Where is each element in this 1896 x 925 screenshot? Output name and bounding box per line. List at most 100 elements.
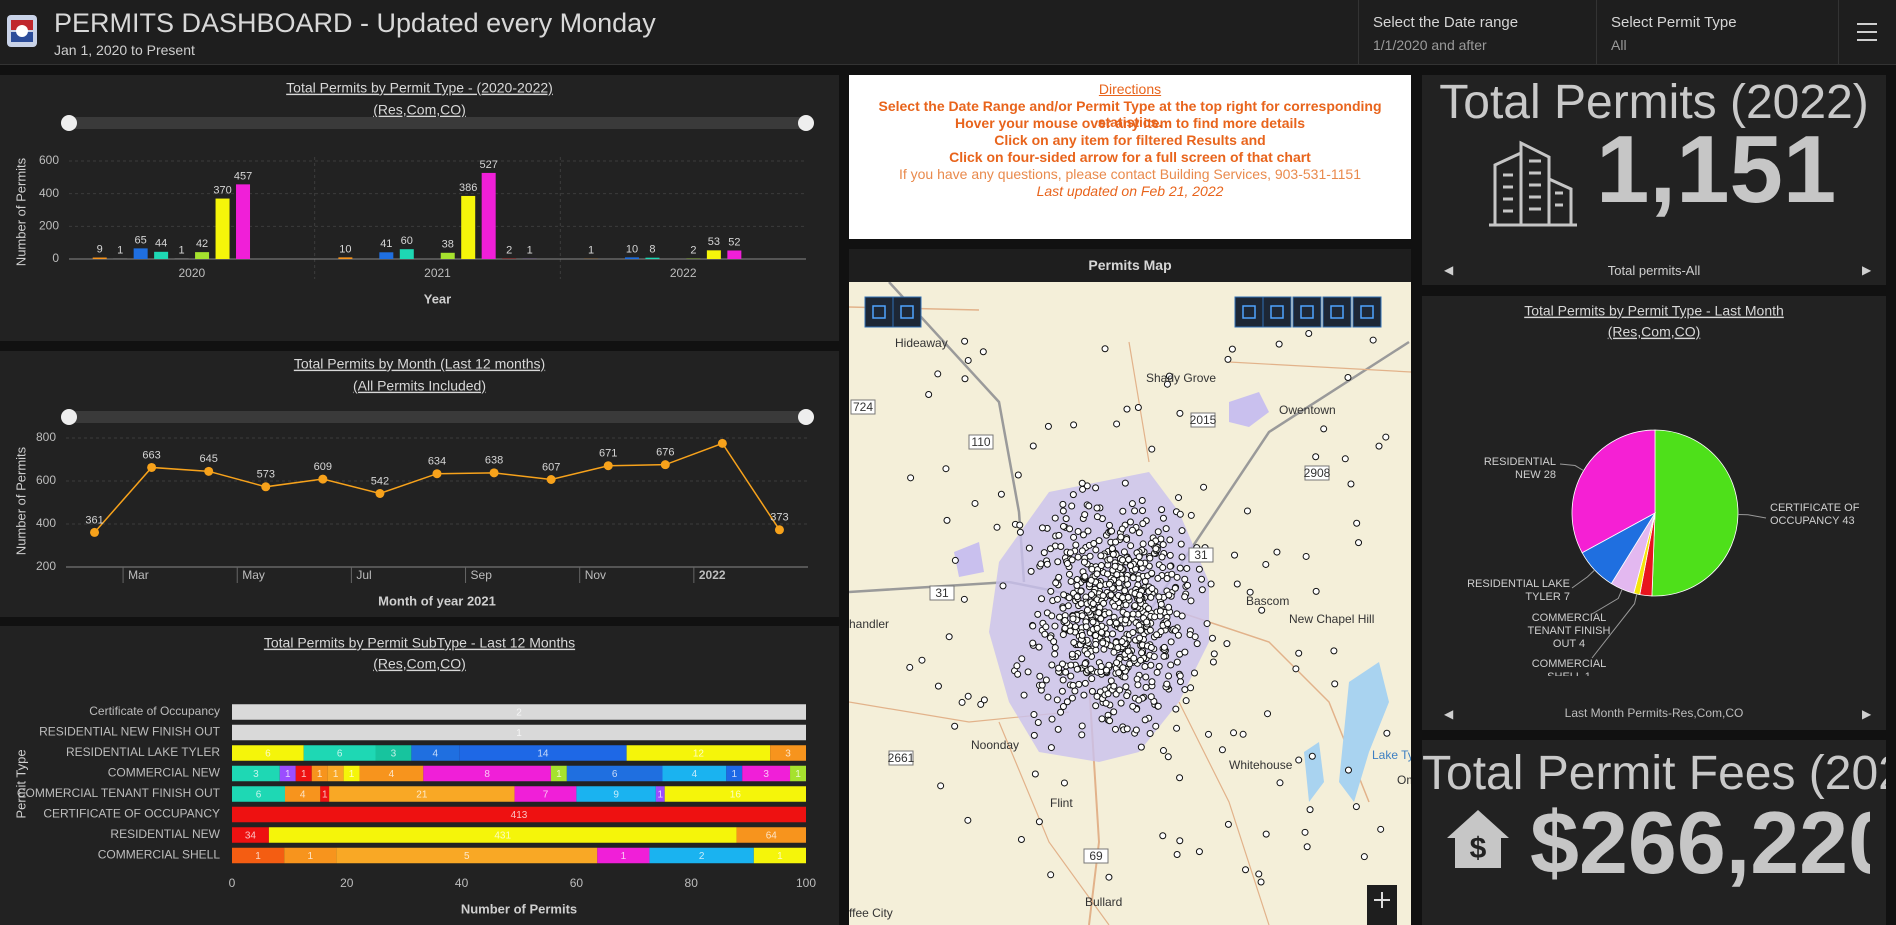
permit-point[interactable] [1176,564,1184,572]
permit-point[interactable] [1104,690,1112,698]
permit-point[interactable] [1077,600,1085,608]
bar-segment[interactable] [770,745,806,761]
permit-point[interactable] [1125,555,1133,563]
permit-point[interactable] [1058,687,1066,695]
permit-point[interactable] [1312,453,1320,461]
permit-point[interactable] [1382,433,1390,441]
point[interactable] [432,469,442,479]
permit-point[interactable] [1218,746,1226,754]
permit-point[interactable] [1262,560,1270,568]
permit-point[interactable] [1173,573,1181,581]
permit-point[interactable] [1073,665,1081,673]
permit-point[interactable] [1083,650,1091,658]
permit-point[interactable] [1020,691,1028,699]
permit-point[interactable] [1146,554,1154,562]
permit-point[interactable] [1131,602,1139,610]
permit-point[interactable] [1107,591,1115,599]
permit-point[interactable] [1124,647,1132,655]
permit-point[interactable] [1141,716,1149,724]
bar[interactable] [727,250,742,259]
permit-point[interactable] [1262,830,1270,838]
permit-point[interactable] [1081,660,1089,668]
permit-point[interactable] [1112,619,1120,627]
permit-point[interactable] [1144,605,1152,613]
permit-point[interactable] [1159,564,1167,572]
bar[interactable] [440,252,455,259]
permit-point[interactable] [1073,593,1081,601]
bar[interactable] [645,257,660,259]
permit-point[interactable] [945,633,953,641]
permit-point[interactable] [1078,612,1086,620]
permit-point[interactable] [1029,442,1037,450]
bar-segment[interactable] [232,724,806,741]
permit-point[interactable] [1113,659,1121,667]
permit-point[interactable] [1187,597,1195,605]
point[interactable] [660,460,670,470]
permit-point[interactable] [1046,545,1054,553]
bar-segment[interactable] [359,765,424,782]
permit-point[interactable] [1097,562,1105,570]
type-filter[interactable]: Select Permit Type All [1596,0,1838,64]
permit-point[interactable] [925,391,933,399]
permit-point[interactable] [1153,631,1161,639]
permit-point[interactable] [1375,442,1383,450]
point[interactable] [603,461,613,471]
permit-point[interactable] [1163,380,1171,388]
permit-point[interactable] [1187,511,1195,519]
bar-segment[interactable] [320,786,330,802]
permit-point[interactable] [1112,538,1120,546]
permit-point[interactable] [1111,602,1119,610]
bar-segment[interactable] [375,745,412,761]
permit-point[interactable] [993,523,1001,531]
permit-point[interactable] [1347,480,1355,488]
permit-point[interactable] [1078,722,1086,730]
permit-point[interactable] [1085,502,1093,510]
permit-point[interactable] [1038,524,1046,532]
permit-point[interactable] [1158,553,1166,561]
permit-point[interactable] [1152,722,1160,730]
permit-point[interactable] [1100,599,1108,607]
bar-segment[interactable] [726,765,743,782]
permit-point[interactable] [1301,828,1309,836]
bar-segment[interactable] [626,745,771,761]
permit-point[interactable] [1176,774,1184,782]
permit-point[interactable] [1166,536,1174,544]
map-tool-button[interactable] [892,296,922,328]
permit-point[interactable] [1017,835,1025,843]
permit-point[interactable] [1081,679,1089,687]
permit-point[interactable] [1067,577,1075,585]
permit-point[interactable] [1111,562,1119,570]
permit-point[interactable] [1119,507,1127,515]
permit-point[interactable] [1138,496,1146,504]
permit-point[interactable] [964,816,972,824]
permit-point[interactable] [1052,579,1060,587]
bar-segment[interactable] [268,827,737,843]
permit-point[interactable] [1224,355,1232,363]
permit-point[interactable] [1099,639,1107,647]
permit-point[interactable] [934,682,942,690]
permit-point[interactable] [1146,730,1154,738]
permit-point[interactable] [1264,710,1272,718]
permit-point[interactable] [1160,643,1168,651]
bar-segment[interactable] [284,847,337,864]
permit-point[interactable] [1106,717,1114,725]
permit-point[interactable] [1126,518,1134,526]
permit-point[interactable] [1073,581,1081,589]
permit-point[interactable] [1230,729,1238,737]
permit-point[interactable] [1105,609,1113,617]
permit-point[interactable] [1036,672,1044,680]
next-arrow[interactable]: ▶ [1862,707,1872,721]
permit-point[interactable] [951,556,959,564]
permit-point[interactable] [1067,672,1075,680]
permit-point[interactable] [971,499,979,507]
permit-point[interactable] [1223,640,1231,648]
permit-point[interactable] [1030,711,1038,719]
zoom-button[interactable] [1367,915,1397,925]
permit-point[interactable] [1030,731,1038,739]
permit-point[interactable] [1164,753,1172,761]
permit-point[interactable] [1119,664,1127,672]
permit-point[interactable] [1074,527,1082,535]
zoom-handle[interactable] [61,115,77,131]
permit-point[interactable] [1142,673,1150,681]
permit-point[interactable] [1074,553,1082,561]
